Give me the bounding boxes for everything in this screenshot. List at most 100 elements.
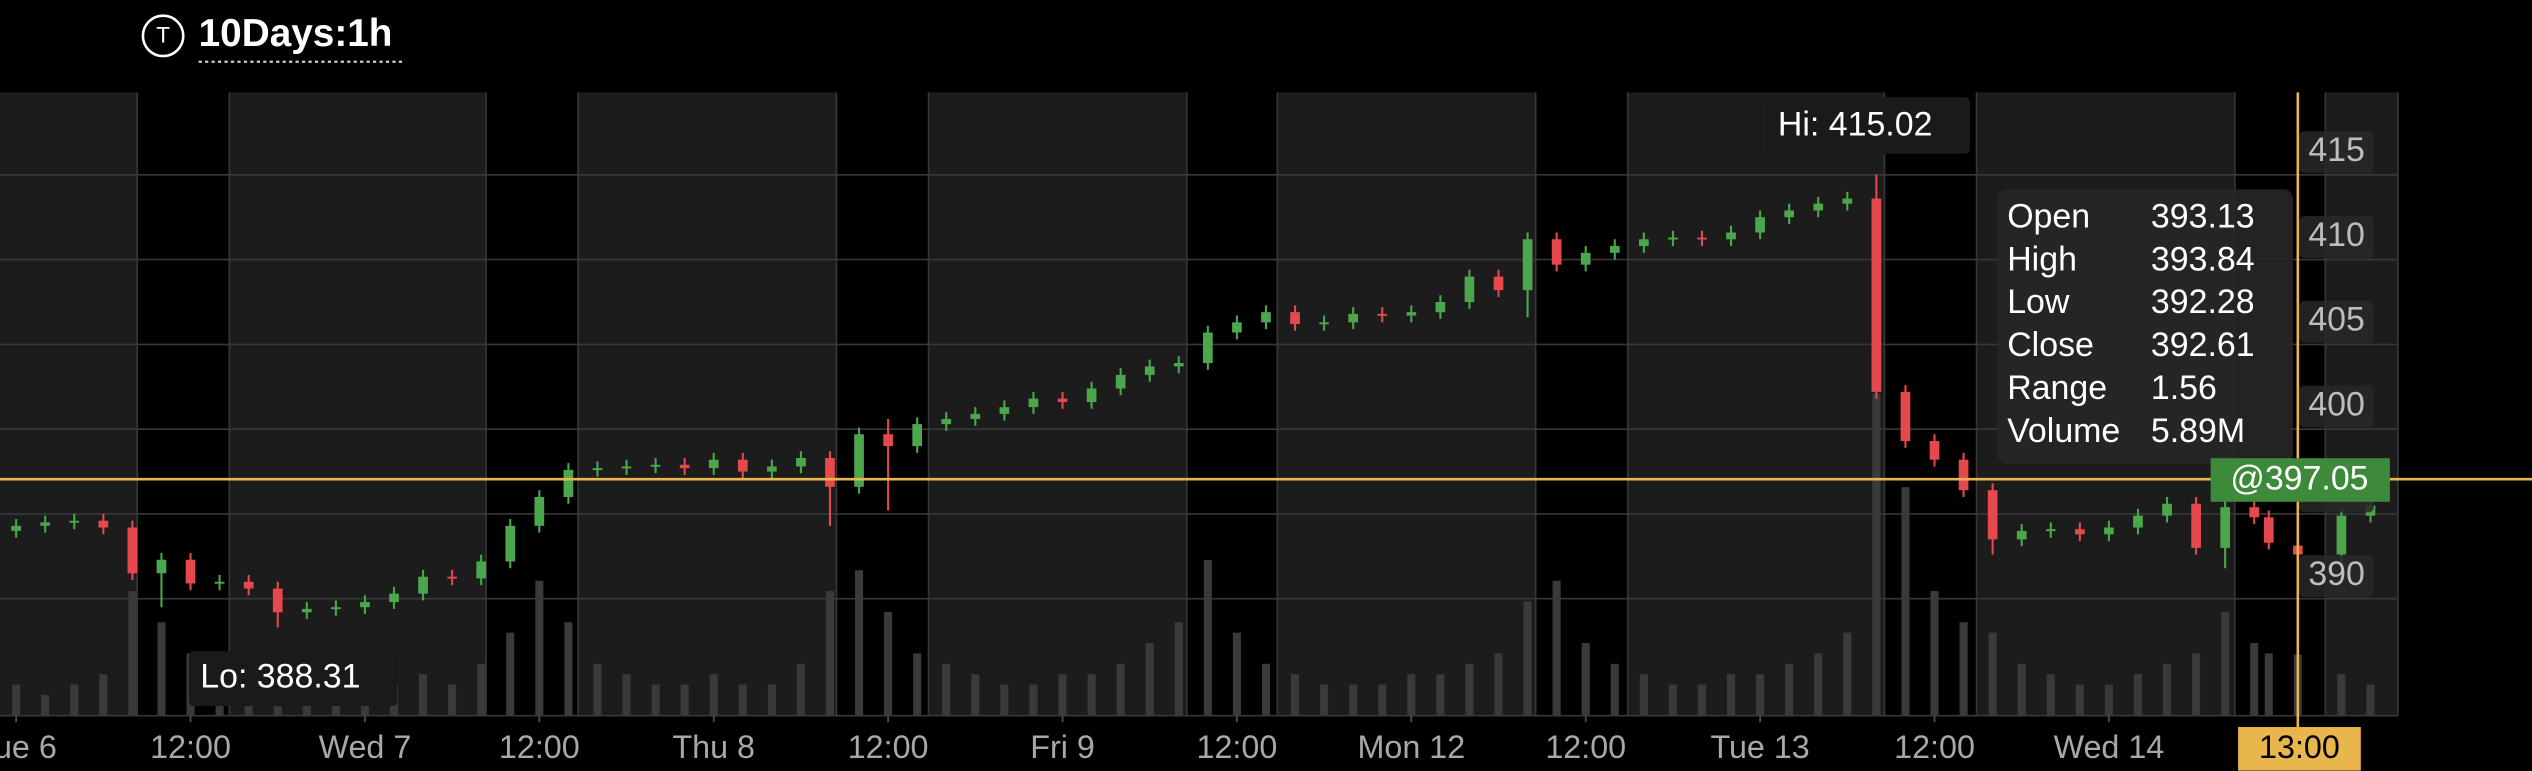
volume-bar [2017, 663, 2026, 716]
tooltip-label: Volume [2007, 412, 2120, 450]
candle-body [360, 602, 370, 608]
tooltip-label: Range [2007, 369, 2107, 407]
x-tick-label: 12:00 [1894, 729, 1975, 765]
ticker-icon [141, 14, 185, 58]
candle-body [1057, 398, 1068, 403]
candle-body [1232, 322, 1242, 333]
candle-body [98, 520, 109, 528]
extended-hours-band [928, 92, 1187, 716]
x-tick-label: Mon 12 [1357, 729, 1465, 765]
candle-body [1987, 490, 1998, 540]
candle-body [1522, 239, 1533, 291]
volume-bar [1407, 674, 1416, 716]
candle-body [796, 457, 806, 467]
extended-hours-band [229, 92, 487, 716]
y-tick-label-box [2299, 216, 2374, 258]
volume-bar [2264, 653, 2273, 716]
volume-bar [1756, 674, 1765, 716]
volume-bar [506, 632, 515, 716]
candle-body [825, 457, 835, 487]
chart-title[interactable]: 10Days:1h [199, 12, 393, 55]
volume-bar [1639, 674, 1648, 716]
volume-bar [1145, 643, 1154, 716]
extended-hours-band [1627, 92, 1885, 716]
candle-body [1435, 301, 1446, 313]
candle-body [1755, 217, 1765, 233]
candle-body [621, 466, 632, 469]
volume-bar [2221, 611, 2230, 716]
candle-body [1086, 388, 1097, 403]
extended-hours-band [0, 92, 138, 716]
candle-body [69, 520, 80, 523]
volume-bar [1668, 684, 1677, 716]
candle-body [1144, 366, 1155, 375]
candle-body [1261, 312, 1271, 323]
tooltip-value: 393.84 [2151, 240, 2255, 278]
crosshair-price-label: @397.05 [2230, 460, 2368, 498]
x-tick-label: 12:00 [499, 729, 580, 765]
candle-body [999, 407, 1010, 414]
candle-body [272, 588, 283, 613]
crosshair-time-box [2238, 727, 2361, 771]
volume-bar [1959, 622, 1968, 716]
candle-body [2191, 503, 2201, 548]
candle-body [1348, 313, 1359, 323]
candle-body [1551, 239, 1562, 265]
candle-body [476, 561, 487, 579]
volume-bar [70, 684, 79, 716]
tooltip-label: Open [2007, 197, 2090, 235]
y-tick-label: 400 [2308, 386, 2365, 424]
hi-label-box [1764, 97, 1971, 154]
y-tick-label: 410 [2308, 216, 2365, 254]
x-tick-label: 12:00 [1545, 729, 1626, 765]
volume-bar [2250, 643, 2259, 716]
ticker-icon-letter: T [156, 23, 170, 48]
candle-body [912, 424, 923, 447]
candle-body [447, 576, 457, 579]
volume-bar [2192, 653, 2201, 716]
volume-bar [884, 611, 893, 716]
volume-bar [738, 684, 747, 716]
volume-bar [1785, 663, 1794, 716]
candle-body [1697, 237, 1707, 240]
candle-body [2249, 507, 2260, 518]
candle-body [883, 434, 893, 447]
volume-bar [1697, 684, 1707, 716]
volume-bar [1291, 674, 1300, 716]
candle-body [1290, 312, 1300, 325]
x-tick-label: Tue 13 [1710, 729, 1809, 765]
volume-bar [128, 591, 137, 716]
volume-bar [1727, 674, 1736, 716]
volume-bar [2133, 674, 2143, 716]
tooltip-box [1997, 189, 2294, 464]
candle-body [2162, 503, 2172, 516]
candle-body [563, 469, 574, 497]
candle-body [214, 581, 225, 584]
y-tick-label-box [2299, 131, 2374, 174]
candle-body [534, 496, 545, 526]
candle-body [970, 413, 981, 419]
candle-body [2263, 517, 2274, 543]
tooltip-value: 392.61 [2151, 326, 2255, 364]
tooltip-label: High [2007, 240, 2077, 278]
candle-body [301, 608, 312, 613]
volume-bar [942, 663, 951, 716]
candle-body [1580, 252, 1591, 265]
candle-body [737, 459, 748, 472]
volume-bar [12, 684, 21, 716]
volume-bar [709, 674, 718, 716]
tooltip-label: Close [2007, 326, 2094, 364]
x-tick-label: Wed 14 [2054, 729, 2165, 765]
hi-label: Hi: 415.02 [1778, 105, 1933, 143]
candle-body [2133, 515, 2143, 528]
volume-bar [680, 684, 689, 716]
y-tick-label-box [2299, 300, 2374, 343]
candle-body [389, 593, 399, 603]
candle-body [1493, 276, 1504, 291]
volume-bar [477, 663, 486, 716]
volume-bar [1000, 684, 1009, 716]
extended-hours-band [578, 92, 837, 716]
candle-body [2016, 530, 2027, 540]
volume-bar [1901, 487, 1910, 716]
